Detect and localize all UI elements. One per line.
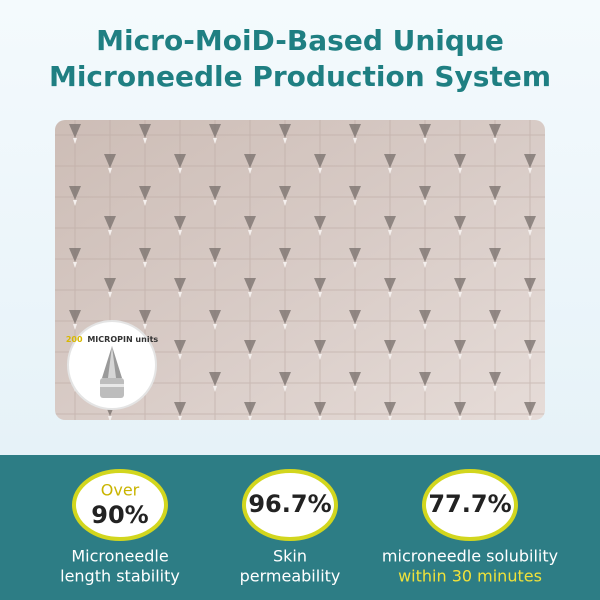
- inset-text: 200 MICROPIN units: [66, 335, 159, 344]
- stat-label: Microneedle: [71, 547, 168, 566]
- stat-label: Skin: [273, 547, 307, 566]
- stat-highlight: within 30 minutes: [398, 567, 542, 586]
- title-line: Microneedle Production System: [49, 60, 551, 93]
- title-line: Micro-MoiD-Based Unique: [96, 24, 504, 57]
- stat-value: 96.7%: [248, 490, 331, 518]
- micropin-inset: 200 MICROPIN units: [66, 320, 159, 410]
- stat-value: 90%: [91, 501, 148, 529]
- inset-count: 200: [66, 335, 83, 344]
- stat-label: length stability: [60, 567, 180, 586]
- stat-ring: [422, 469, 518, 541]
- stat-label: permeability: [240, 567, 341, 586]
- stat-ring: [72, 469, 168, 541]
- stat-value: 77.7%: [428, 490, 511, 518]
- stat-prefix: Over: [101, 481, 140, 500]
- inset-label: MICROPIN units: [87, 335, 158, 344]
- microneedle-photo: [55, 120, 545, 420]
- stat-label: microneedle solubility: [382, 547, 558, 566]
- stat-ring: [242, 469, 338, 541]
